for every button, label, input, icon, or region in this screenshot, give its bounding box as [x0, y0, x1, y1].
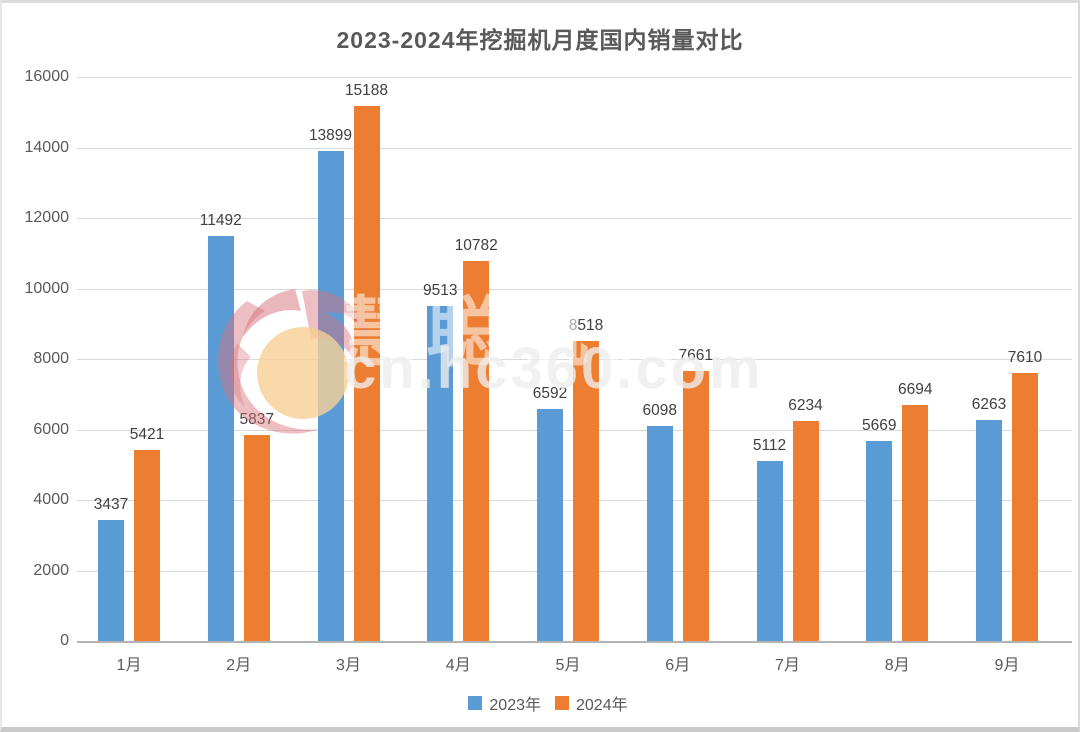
bar-value-label: 5421 — [129, 426, 165, 443]
x-axis-tick-label: 9月 — [994, 657, 1020, 674]
bar-value-label: 15188 — [344, 82, 389, 99]
bar-2023年-2月 — [207, 236, 234, 641]
legend-swatch-icon — [468, 696, 483, 710]
bar-value-label: 6098 — [642, 402, 677, 419]
x-axis-tick-label: 7月 — [775, 657, 800, 674]
chart-title: 2023-2024年挖掘机月度国内销量对比 — [336, 27, 744, 53]
plot-area: 3437 5421 11492 5837 13899 15188 9513 10782 6592… — [77, 77, 1072, 643]
y-axis-tick-label: 10000 — [24, 279, 70, 297]
bar-2024年-3月 — [353, 106, 380, 641]
bar-2024年-7月 — [792, 421, 819, 641]
bar-value-label: 6694 — [898, 381, 933, 398]
bar-value-label: 3437 — [93, 496, 129, 513]
legend-label: 2024年 — [576, 697, 628, 714]
bar-value-label: 11492 — [199, 212, 242, 229]
gridline — [77, 77, 1072, 78]
bar-2023年-8月 — [866, 441, 893, 641]
bar-value-label: 10782 — [454, 237, 498, 254]
legend: 2023年 2024年 — [2, 691, 1078, 715]
gridline — [77, 288, 1072, 290]
x-axis-tick-label: 2月 — [226, 657, 252, 674]
legend-label: 2023年 — [489, 697, 541, 714]
bar-value-label: 5669 — [862, 417, 897, 434]
bar-2023年-6月 — [646, 426, 673, 641]
bar-value-label: 8518 — [568, 317, 604, 334]
y-axis-tick-label: 14000 — [24, 138, 70, 156]
bar-2024年-8月 — [902, 405, 929, 641]
x-axis-tick-label: 4月 — [445, 657, 471, 674]
y-axis-tick-label: 4000 — [33, 491, 69, 508]
x-axis-tick-label: 6月 — [665, 657, 691, 674]
bar-2024年-6月 — [682, 371, 709, 641]
bar-value-label: 9513 — [423, 282, 458, 299]
bar-value-label: 5112 — [752, 437, 787, 454]
bar-2024年-1月 — [134, 450, 160, 641]
bar-2023年-9月 — [976, 420, 1002, 641]
bar-2023年-5月 — [537, 409, 563, 641]
x-axis-tick-label: 8月 — [884, 657, 910, 674]
x-axis-tick-label: 1月 — [116, 657, 142, 674]
y-axis-tick-label: 2000 — [33, 561, 69, 579]
bar-2024年-4月 — [463, 261, 490, 641]
bar-2023年-3月 — [317, 151, 344, 641]
y-axis-tick-label: 6000 — [33, 420, 69, 438]
gridline — [77, 218, 1072, 219]
bar-value-label: 7610 — [1007, 349, 1043, 366]
bar-value-label: 7661 — [678, 347, 713, 364]
bar-2024年-2月 — [243, 435, 270, 641]
x-axis-tick-label: 3月 — [336, 657, 361, 674]
bar-2024年-5月 — [573, 341, 599, 641]
y-axis-tick-label: 12000 — [24, 209, 70, 226]
bar-value-label: 13899 — [308, 127, 353, 144]
bar-value-label: 6263 — [971, 396, 1007, 413]
bar-2023年-1月 — [98, 520, 124, 641]
legend-swatch-icon — [555, 696, 569, 710]
gridline — [77, 147, 1072, 149]
y-axis-tick-label: 0 — [60, 632, 69, 649]
legend-item-2024年: 2024年 — [555, 691, 628, 715]
bar-value-label: 6592 — [532, 385, 568, 402]
bar-2023年-7月 — [756, 461, 783, 641]
bar-2023年-4月 — [427, 306, 454, 641]
bar-value-label: 5837 — [239, 411, 274, 428]
y-axis-tick-label: 16000 — [24, 68, 70, 85]
bar-2024年-9月 — [1012, 373, 1038, 641]
bar-value-label: 6234 — [788, 397, 823, 414]
legend-item-2023年: 2023年 — [468, 691, 541, 715]
y-axis-tick-label: 8000 — [33, 350, 69, 367]
x-axis-tick-label: 5月 — [555, 657, 581, 674]
